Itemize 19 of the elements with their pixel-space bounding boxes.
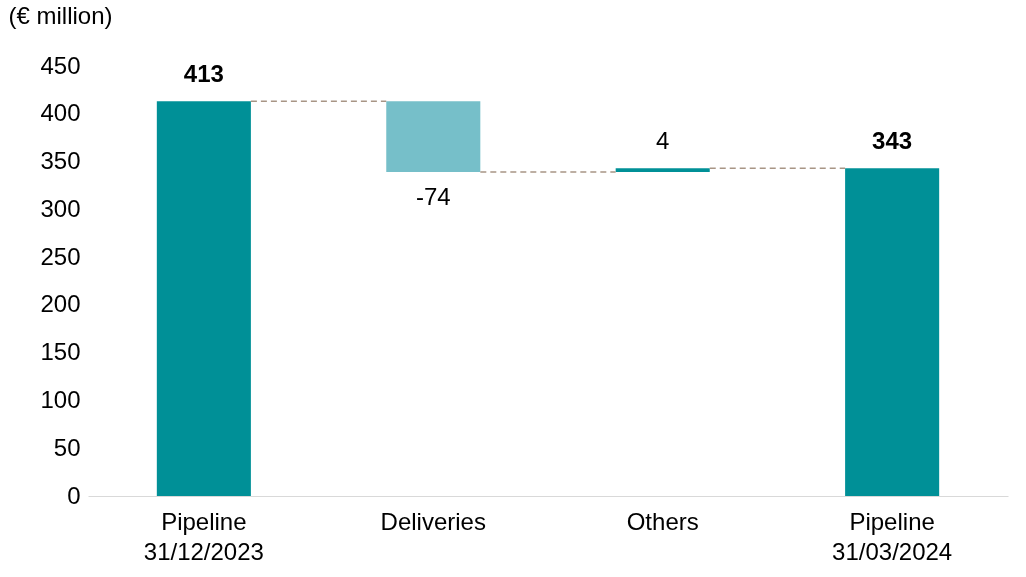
x-tick-label: Deliveries	[380, 507, 486, 535]
data-label: -74	[415, 183, 451, 211]
x-tick-label: Pipeline 31/12/2023	[143, 507, 264, 565]
data-label: 343	[872, 127, 913, 155]
y-tick-label: 0	[67, 481, 81, 509]
y-axis-title: (€ million)	[8, 1, 113, 29]
x-tick-label: Others	[626, 507, 699, 535]
y-tick-label: 250	[40, 242, 81, 270]
y-tick-label: 200	[40, 290, 81, 318]
y-tick-label: 100	[40, 385, 81, 413]
data-label: 413	[183, 60, 224, 88]
y-tick-label: 50	[53, 433, 81, 461]
y-tick-label: 150	[40, 338, 81, 366]
y-tick-label: 300	[40, 194, 81, 222]
y-tick-label: 400	[40, 99, 81, 127]
x-tick-label: Pipeline 31/03/2024	[832, 507, 953, 565]
y-tick-label: 350	[40, 147, 81, 175]
data-label: 4	[656, 127, 670, 155]
y-tick-label: 450	[40, 51, 81, 79]
